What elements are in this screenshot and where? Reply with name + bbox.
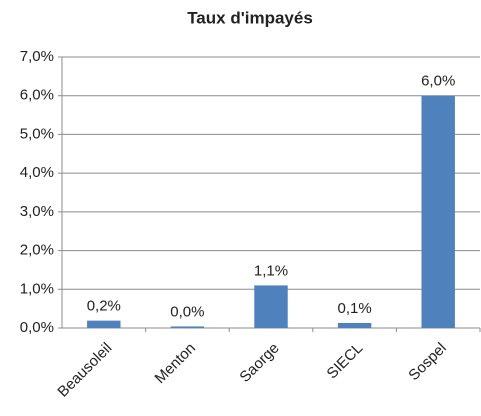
y-tick-label: 4,0% — [20, 164, 54, 181]
bar — [421, 95, 455, 328]
x-tick-label: Sospel — [405, 340, 449, 384]
chart-title: Taux d'impayés — [187, 8, 313, 27]
x-tick-label: SIECL — [324, 340, 367, 383]
y-tick-label: 7,0% — [20, 48, 54, 65]
value-label: 1,1% — [254, 262, 288, 279]
y-tick-label: 6,0% — [20, 87, 54, 104]
value-label: 6,0% — [421, 73, 455, 90]
y-tick-label: 3,0% — [20, 203, 54, 220]
bar — [87, 320, 121, 328]
value-label: 0,2% — [87, 298, 121, 315]
bar — [254, 285, 288, 328]
y-tick-label: 1,0% — [20, 280, 54, 297]
value-label: 0,1% — [337, 300, 371, 317]
bar — [170, 326, 205, 328]
y-tick-label: 5,0% — [20, 125, 54, 142]
bar — [337, 322, 372, 328]
y-tick-label: 2,0% — [20, 242, 54, 259]
y-tick-label: 0,0% — [20, 319, 54, 336]
x-tick-label: Beausoleil — [54, 340, 115, 401]
x-tick-label: Menton — [152, 340, 199, 387]
x-tick-label: Saorge — [236, 340, 282, 386]
value-label: 0,0% — [170, 303, 204, 320]
